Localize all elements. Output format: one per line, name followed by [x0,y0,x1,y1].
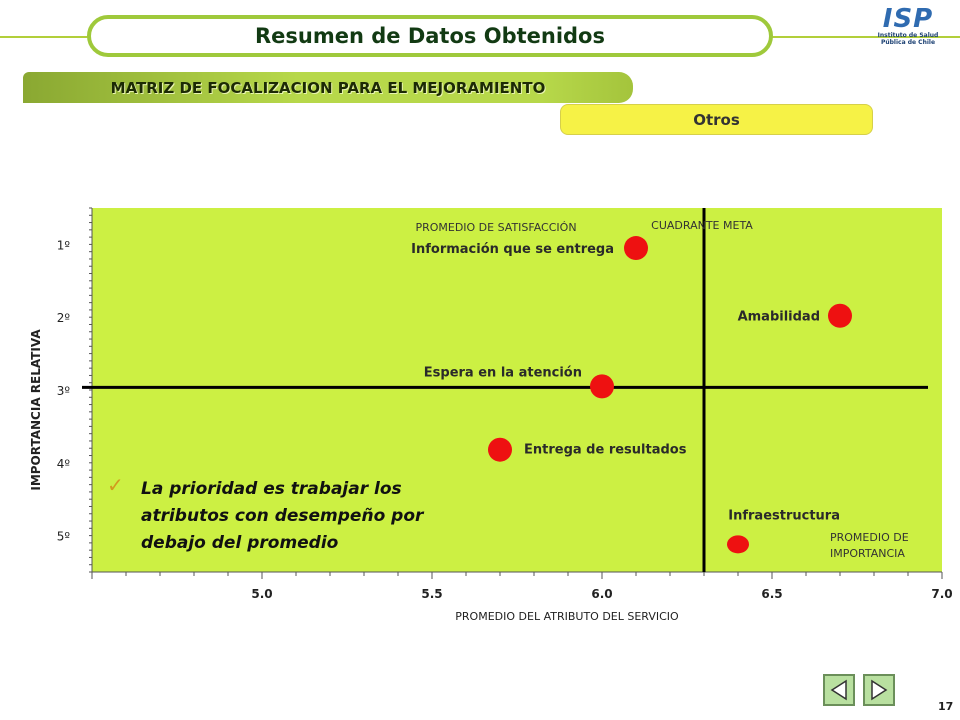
priority-note-line: La prioridad es trabajar los [141,479,402,499]
prev-arrow-icon [830,679,847,701]
page-number: 17 [938,700,954,713]
data-point-label: Información que se entrega [411,242,614,257]
isp-logo: ISP Instituto de Salud Pública de Chile [872,6,944,52]
data-point-label: Amabilidad [738,310,820,325]
x-tick-label: 5.5 [421,587,442,601]
priority-note-line: atributos con desempeño por [141,506,425,526]
section-banner: MATRIZ DE FOCALIZACION PARA EL MEJORAMIE… [23,72,633,103]
y-tick-label: 3º [57,384,71,398]
next-arrow-icon [871,679,888,701]
y-tick-label: 5º [57,530,71,544]
title-banner: Resumen de Datos Obtenidos [87,15,773,57]
data-point [828,303,852,328]
data-point [624,236,648,261]
x-axis-title: PROMEDIO DEL ATRIBUTO DEL SERVICIO [455,610,679,623]
logo-subtitle-1: Instituto de Salud [877,32,939,39]
check-icon: ✓ [107,473,124,497]
logo-subtitle-2: Pública de Chile [880,39,936,46]
data-point-label: Espera en la atención [424,365,582,380]
data-point [727,535,749,554]
x-tick-label: 6.0 [591,587,612,601]
logo-text: ISP [882,4,934,34]
data-point [488,437,512,462]
category-label: Otros [693,110,740,129]
y-axis-title: IMPORTANCIA RELATIVA [29,329,43,491]
importance-average-label-2: IMPORTANCIA [830,547,905,560]
x-tick-label: 7.0 [931,587,952,601]
data-point [590,374,614,399]
data-point-label: Infraestructura [728,508,840,523]
y-tick-label: 4º [57,457,71,471]
next-slide-button[interactable] [863,674,895,706]
plot-area [92,208,942,572]
page-title: Resumen de Datos Obtenidos [255,24,605,48]
priority-note-line: debajo del promedio [141,533,339,553]
data-point-label: Entrega de resultados [524,443,687,458]
x-tick-label: 6.5 [761,587,782,601]
importance-average-label-1: PROMEDIO DE [830,531,909,544]
satisfaction-average-label: PROMEDIO DE SATISFACCIÓN [415,221,576,234]
section-title: MATRIZ DE FOCALIZACION PARA EL MEJORAMIE… [110,78,546,97]
target-quadrant-label: CUADRANTE META [651,219,753,232]
y-tick-label: 2º [57,311,71,325]
x-tick-label: 5.0 [251,587,272,601]
y-tick-label: 1º [57,238,71,252]
prev-slide-button[interactable] [823,674,855,706]
category-badge: Otros [560,104,873,135]
